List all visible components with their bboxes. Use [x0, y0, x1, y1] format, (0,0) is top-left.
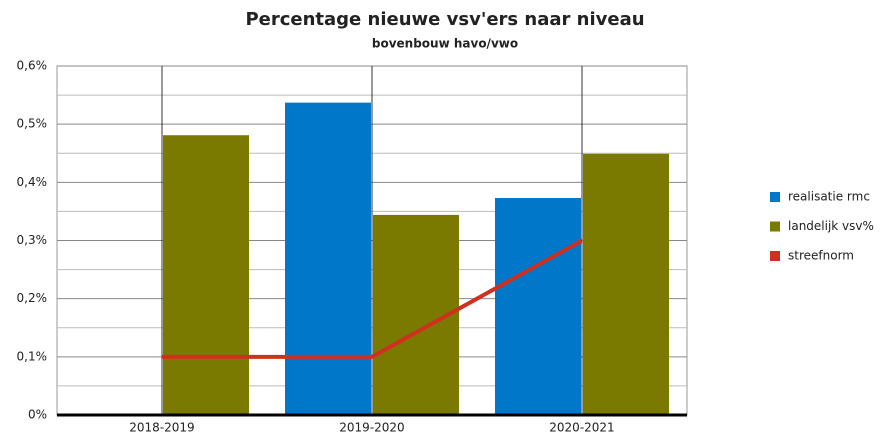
- chart-subtitle: bovenbouw havo/vwo: [372, 37, 518, 51]
- y-tick-label: 0,2%: [17, 291, 48, 305]
- y-tick-label: 0,1%: [17, 349, 48, 363]
- y-tick-label: 0,5%: [17, 117, 48, 131]
- legend-label: streefnorm: [788, 249, 854, 263]
- y-tick-label: 0,3%: [17, 233, 48, 247]
- x-tick-label: 2019-2020: [339, 421, 404, 435]
- x-tick-label: 2020-2021: [549, 421, 614, 435]
- legend-swatch: [770, 221, 780, 232]
- legend-label: landelijk vsv%: [788, 219, 874, 233]
- y-tick-label: 0%: [28, 408, 47, 422]
- chart-title: Percentage nieuwe vsv'ers naar niveau: [245, 9, 644, 30]
- legend-swatch: [770, 192, 780, 202]
- bar: [495, 198, 581, 415]
- bar: [583, 153, 669, 415]
- bar: [285, 102, 371, 416]
- y-tick-label: 0,4%: [17, 175, 48, 189]
- line: [162, 238, 583, 359]
- y-tick-label: 0,6%: [17, 59, 48, 73]
- legend-swatch: [770, 251, 780, 261]
- legend-label: realisatie rmc: [788, 190, 870, 204]
- bar: [163, 135, 249, 416]
- x-tick-label: 2018-2019: [129, 421, 194, 435]
